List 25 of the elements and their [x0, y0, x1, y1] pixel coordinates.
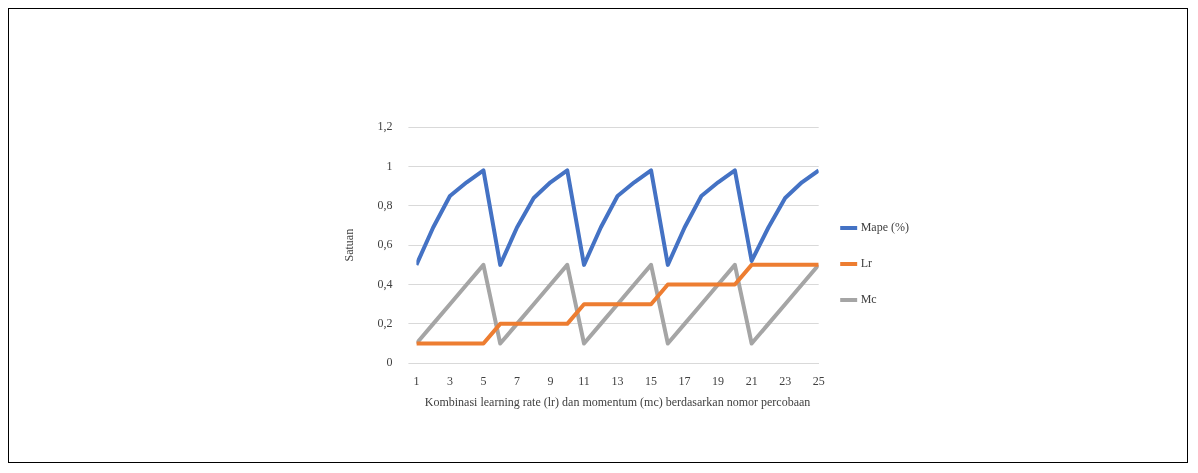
- y-tick-label: 1,2: [377, 119, 393, 134]
- x-tick-label: 21: [745, 373, 758, 388]
- y-tick-label: 0,6: [377, 237, 393, 252]
- x-tick-label: 11: [578, 373, 590, 388]
- x-tick-label: 25: [812, 373, 825, 388]
- x-tick-label: 15: [645, 373, 658, 388]
- legend-label: Mc: [860, 292, 877, 307]
- x-tick-label: 13: [611, 373, 624, 388]
- x-axis-title: Kombinasi learning rate (lr) dan momentum (mc) berdasarkan nomor percobaan: [424, 394, 811, 409]
- y-tick-label: 0,4: [377, 276, 393, 291]
- y-axis-title: Satuan: [342, 228, 357, 262]
- legend-label: Mape (%): [860, 220, 909, 235]
- x-tick-label: 23: [779, 373, 792, 388]
- y-tick-label: 0,2: [377, 316, 393, 331]
- x-tick-label: 7: [513, 373, 520, 388]
- x-tick-label: 3: [446, 373, 453, 388]
- x-tick-label: 19: [712, 373, 725, 388]
- x-tick-label: 9: [547, 373, 554, 388]
- y-tick-label: 1: [386, 158, 393, 173]
- y-tick-label: 0: [386, 355, 393, 370]
- x-tick-label: 1: [413, 373, 420, 388]
- x-tick-label: 17: [678, 373, 691, 388]
- y-tick-label: 0,8: [377, 198, 393, 213]
- x-tick-label: 5: [480, 373, 487, 388]
- legend-label: Lr: [860, 256, 873, 271]
